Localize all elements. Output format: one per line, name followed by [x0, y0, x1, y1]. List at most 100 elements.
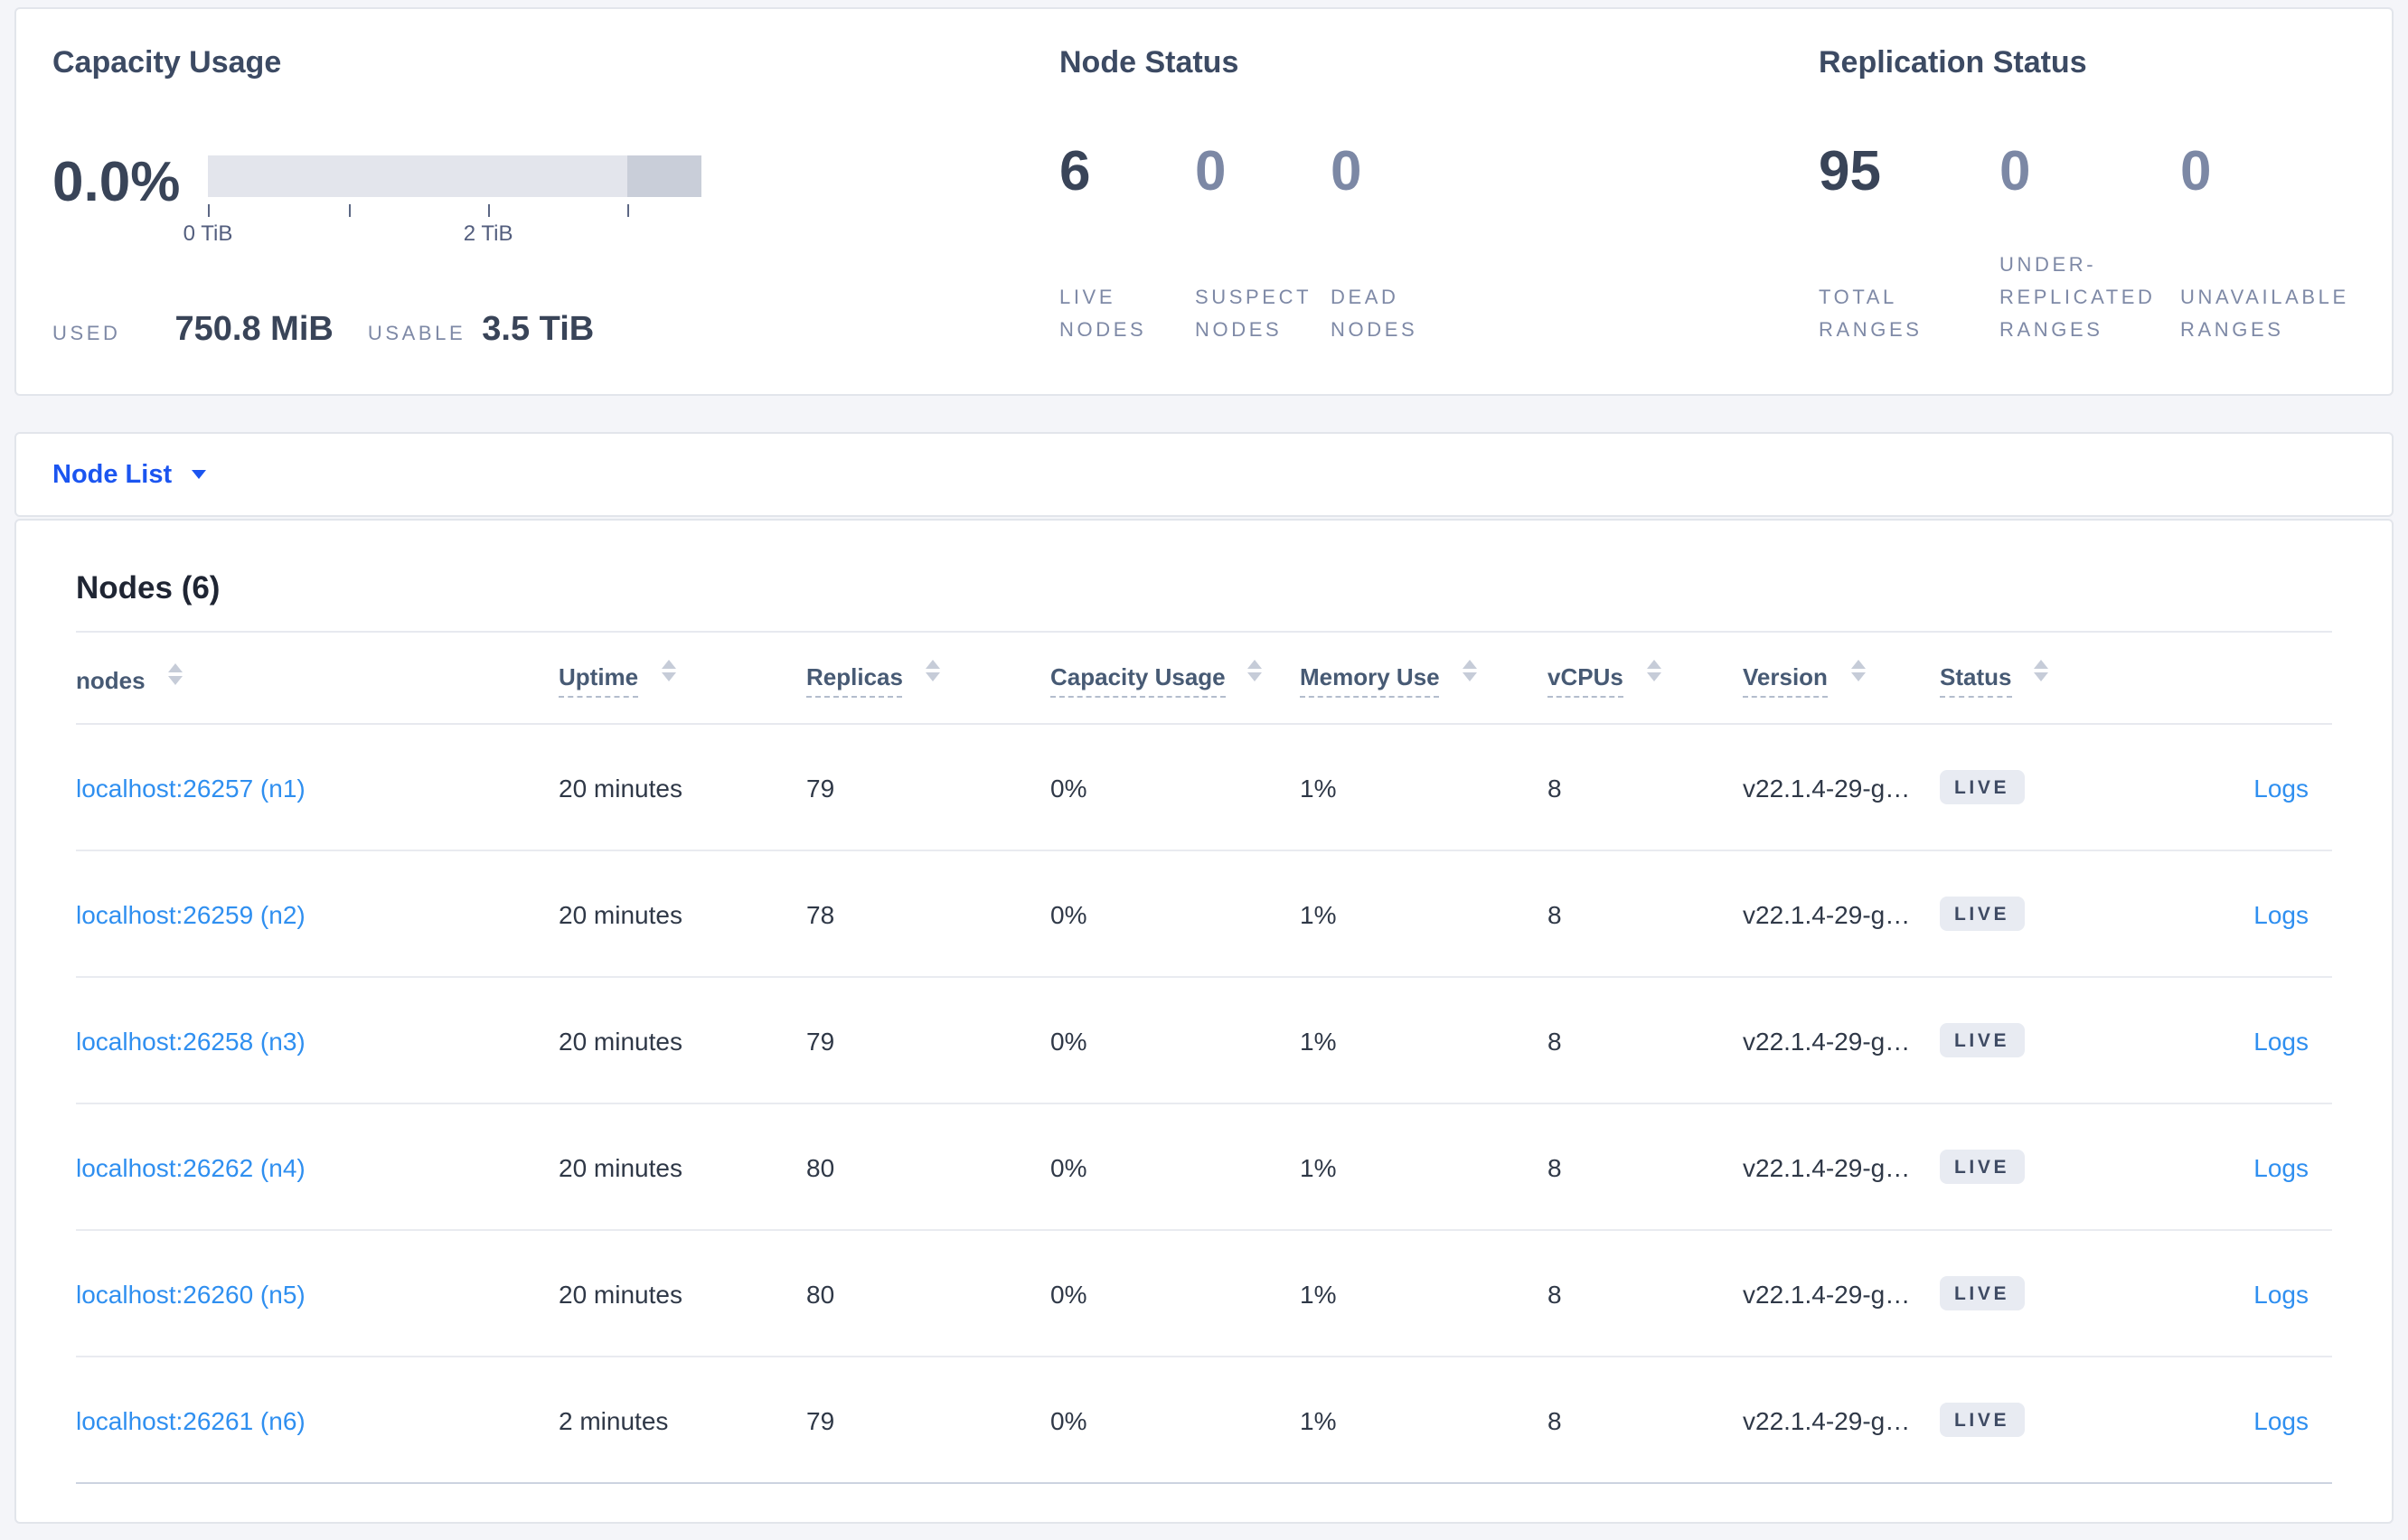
logs-cell: Logs — [2135, 850, 2332, 977]
replication-stats: 95 TOTAL RANGES 0 UNDER-REPLICATED RANGE… — [1819, 143, 2361, 347]
column-header[interactable]: Replicas — [806, 632, 1050, 724]
version-cell: v22.1.4-29-g… — [1743, 899, 1911, 928]
table-row: localhost:26258 (n3) 20 minutes 79 0% 1%… — [76, 977, 2332, 1103]
table-row: localhost:26257 (n1) 20 minutes 79 0% 1%… — [76, 724, 2332, 850]
memory-use-cell: 1% — [1300, 1279, 1337, 1308]
stat-column: 0 SUSPECT NODES — [1195, 143, 1331, 347]
logs-link[interactable]: Logs — [2253, 1405, 2309, 1434]
capacity-footer: USED 750.8 MiB USABLE 3.5 TiB — [52, 311, 594, 351]
vcpus-cell: 8 — [1547, 899, 1562, 928]
sort-icon[interactable] — [2034, 659, 2049, 681]
sort-icon[interactable] — [1247, 659, 1263, 681]
stat-column: 95 TOTAL RANGES — [1819, 143, 1999, 347]
column-header[interactable]: Capacity Usage — [1050, 632, 1300, 724]
replicas-cell: 78 — [806, 899, 835, 928]
node-cell: localhost:26262 (n4) — [76, 1103, 559, 1230]
usable-label: USABLE — [367, 324, 466, 345]
axis-tick — [488, 204, 491, 217]
node-cell: localhost:26259 (n2) — [76, 850, 559, 977]
status-badge: LIVE — [1940, 1403, 2025, 1437]
axis-tick — [348, 204, 351, 217]
node-link[interactable]: localhost:26260 (n5) — [76, 1279, 306, 1308]
node-status-stats: 6 LIVE NODES 0 SUSPECT NODES 0 DEAD NODE… — [1059, 143, 1466, 347]
logs-link[interactable]: Logs — [2253, 1279, 2309, 1308]
capacity-bar — [208, 155, 701, 197]
axis-tick-label: 0 TiB — [183, 221, 233, 246]
memory-use-cell: 1% — [1300, 1405, 1337, 1434]
axis-tick-label: 2 TiB — [463, 221, 513, 246]
column-header[interactable]: Status — [1940, 632, 2135, 724]
capacity-usage-section: Capacity Usage 0.0% 0 TiB 2 TiB USED — [52, 9, 1047, 394]
column-header-label: Capacity Usage — [1050, 662, 1226, 697]
logs-cell: Logs — [2135, 1230, 2332, 1357]
status-cell: LIVE — [1940, 1357, 2135, 1483]
uptime-cell: 20 minutes — [559, 899, 682, 928]
capacity-usage-cell: 0% — [1050, 899, 1087, 928]
node-link[interactable]: localhost:26262 (n4) — [76, 1152, 306, 1181]
version-cell: v22.1.4-29-g… — [1743, 1026, 1911, 1055]
table-row: localhost:26261 (n6) 2 minutes 79 0% 1% … — [76, 1357, 2332, 1483]
stat-value: 6 — [1059, 139, 1091, 202]
status-cell: LIVE — [1940, 724, 2135, 850]
capacity-axis: 0 TiB 2 TiB — [183, 197, 701, 246]
logs-cell: Logs — [2135, 1357, 2332, 1483]
logs-link[interactable]: Logs — [2253, 1152, 2309, 1181]
column-header[interactable]: Version — [1743, 632, 1940, 724]
replicas-cell: 80 — [806, 1279, 835, 1308]
logs-link[interactable]: Logs — [2253, 773, 2309, 802]
sort-icon[interactable] — [1646, 659, 1661, 681]
replicas-cell: 79 — [806, 1026, 835, 1055]
node-cell: localhost:26260 (n5) — [76, 1230, 559, 1357]
replication-status-title: Replication Status — [1819, 45, 2087, 80]
vcpus-cell: 8 — [1547, 1405, 1562, 1434]
node-link[interactable]: localhost:26257 (n1) — [76, 773, 306, 802]
node-cell: localhost:26261 (n6) — [76, 1357, 559, 1483]
table-body: localhost:26257 (n1) 20 minutes 79 0% 1%… — [76, 724, 2332, 1483]
capacity-bar-chart: 0 TiB 2 TiB — [183, 155, 701, 246]
sort-icon[interactable] — [1850, 659, 1866, 681]
node-list-dropdown[interactable]: Node List — [52, 460, 207, 489]
table-header-row: nodes Uptime Replicas Capacity Usage Mem… — [76, 632, 2332, 724]
column-header[interactable]: Memory Use — [1300, 632, 1547, 724]
sort-up-icon — [1850, 659, 1866, 668]
stat-label: LIVE NODES — [1059, 286, 1147, 342]
sort-up-icon — [1646, 659, 1661, 668]
logs-cell: Logs — [2135, 1103, 2332, 1230]
vcpus-cell: 8 — [1547, 773, 1562, 802]
column-header[interactable]: nodes — [76, 632, 559, 724]
logs-cell: Logs — [2135, 977, 2332, 1103]
logs-link[interactable]: Logs — [2253, 899, 2309, 928]
sort-up-icon — [2034, 659, 2049, 668]
stat-label: UNDER-REPLICATED RANGES — [1999, 254, 2156, 342]
capacity-percent-value: 0.0% — [52, 150, 181, 213]
memory-use-cell: 1% — [1300, 899, 1337, 928]
column-header[interactable]: Uptime — [559, 632, 806, 724]
sort-icon[interactable] — [661, 659, 676, 681]
status-badge: LIVE — [1940, 897, 2025, 931]
sort-down-icon — [1247, 671, 1263, 681]
logs-link[interactable]: Logs — [2253, 1026, 2309, 1055]
sort-down-icon — [2034, 671, 2049, 681]
node-link[interactable]: localhost:26259 (n2) — [76, 899, 306, 928]
sort-up-icon — [167, 662, 183, 671]
version-cell: v22.1.4-29-g… — [1743, 1279, 1911, 1308]
column-header-label: Replicas — [806, 662, 903, 697]
column-header-label: Uptime — [559, 662, 639, 697]
chevron-down-icon — [192, 470, 207, 479]
node-list-dropdown-label: Node List — [52, 460, 173, 489]
status-badge: LIVE — [1940, 1023, 2025, 1057]
sort-icon[interactable] — [167, 662, 183, 684]
uptime-cell: 20 minutes — [559, 773, 682, 802]
memory-use-cell: 1% — [1300, 1026, 1337, 1055]
node-link[interactable]: localhost:26258 (n3) — [76, 1026, 306, 1055]
used-label: USED — [52, 324, 121, 345]
sort-icon[interactable] — [1462, 659, 1477, 681]
column-header-label: vCPUs — [1547, 662, 1623, 697]
stat-label: TOTAL RANGES — [1819, 286, 1923, 342]
column-header[interactable]: vCPUs — [1547, 632, 1743, 724]
sort-icon[interactable] — [926, 659, 941, 681]
node-link[interactable]: localhost:26261 (n6) — [76, 1405, 306, 1434]
stat-value: 0 — [1331, 139, 1362, 202]
sort-down-icon — [167, 675, 183, 684]
column-header[interactable] — [2135, 632, 2332, 724]
